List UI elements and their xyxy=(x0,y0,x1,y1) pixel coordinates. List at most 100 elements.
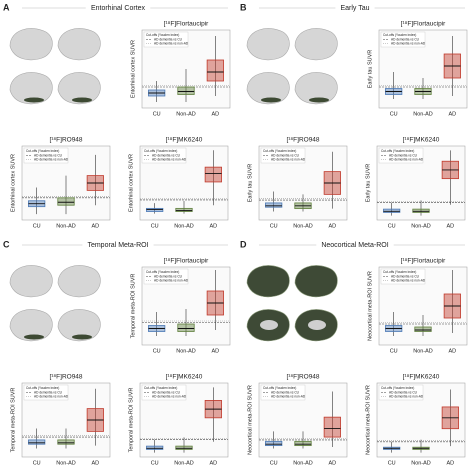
legend-label: AD dementia vs CU xyxy=(34,390,63,394)
x-tick-label: AD xyxy=(92,460,100,466)
legend-label: AD dementia vs CU xyxy=(271,390,300,394)
x-tick-label: CU xyxy=(388,223,396,229)
box xyxy=(383,208,401,213)
legend-box xyxy=(23,384,69,401)
x-tick-label: Non-AD xyxy=(413,111,433,117)
x-tick-label: CU xyxy=(390,348,398,354)
panel-title: Neocortical Meta-ROI xyxy=(321,242,388,249)
brain-region xyxy=(72,334,92,340)
box xyxy=(206,59,224,82)
box xyxy=(175,207,193,212)
brain-region xyxy=(24,97,44,103)
legend-title: Cut-offs (Youden index) xyxy=(26,386,59,390)
x-tick-label: Non-AD xyxy=(293,223,313,229)
legend-label: AD dementia vs non-AD xyxy=(152,157,187,161)
legend-label: AD dementia vs non-AD xyxy=(152,394,187,398)
brain-region xyxy=(72,97,92,103)
panel-title: Entorhinal Cortex xyxy=(91,5,146,12)
chart-title: [¹⁸F]RO948 xyxy=(286,137,319,144)
legend-label: AD dementia vs non-AD xyxy=(391,278,426,282)
legend-label: AD dementia vs CU xyxy=(271,153,300,157)
y-axis-label: Early tau SUVR xyxy=(367,50,373,89)
x-tick-label: AD xyxy=(449,111,457,117)
legend-label: AD dementia vs non-AD xyxy=(34,394,69,398)
y-axis-label: Neocortical meta-ROI SUVR xyxy=(365,385,371,455)
brain xyxy=(57,28,101,61)
legend-label: AD dementia vs CU xyxy=(389,390,418,394)
brain xyxy=(9,265,53,298)
x-tick-label: AD xyxy=(92,223,100,229)
brain xyxy=(57,265,101,298)
chart-title: [¹⁸F]RO948 xyxy=(49,374,82,381)
x-tick-label: CU xyxy=(153,111,161,117)
box xyxy=(265,202,283,208)
chart-title: [¹⁸F]MK6240 xyxy=(403,374,440,381)
x-tick-label: Non-AD xyxy=(56,460,76,466)
legend-title: Cut-offs (Youden index) xyxy=(144,386,177,390)
legend-label: AD dementia vs non-AD xyxy=(391,41,426,45)
legend-title: Cut-offs (Youden index) xyxy=(263,386,296,390)
panel-letter: C xyxy=(3,239,10,249)
legend-box xyxy=(141,147,187,164)
legend-title: Cut-offs (Youden index) xyxy=(144,149,177,153)
legend-title: Cut-offs (Youden index) xyxy=(383,270,416,274)
box xyxy=(57,197,75,206)
legend-label: AD dementia vs non-AD xyxy=(34,157,69,161)
y-axis-label: Early tau SUVR xyxy=(247,164,253,203)
legend-label: AD dementia vs non-AD xyxy=(389,157,424,161)
x-tick-label: Non-AD xyxy=(411,223,431,229)
y-axis-label: Temporal meta-ROI SUVR xyxy=(128,388,134,453)
x-tick-label: Non-AD xyxy=(293,460,313,466)
x-tick-label: CU xyxy=(270,460,278,466)
x-tick-label: AD xyxy=(210,460,218,466)
y-axis-label: Temporal meta-ROI SUVR xyxy=(10,388,16,453)
chart-title: [¹⁸F]MK6240 xyxy=(403,137,440,144)
legend-box xyxy=(141,384,187,401)
x-tick-label: CU xyxy=(153,348,161,354)
x-tick-label: Non-AD xyxy=(174,460,194,466)
x-tick-label: Non-AD xyxy=(56,223,76,229)
legend-label: AD dementia vs CU xyxy=(391,274,420,278)
box xyxy=(146,445,164,450)
box xyxy=(146,207,164,212)
brain-illustrations xyxy=(9,28,338,342)
x-tick-label: CU xyxy=(390,111,398,117)
x-tick-label: CU xyxy=(270,223,278,229)
x-tick-label: Non-AD xyxy=(176,111,196,117)
x-tick-label: Non-AD xyxy=(411,460,431,466)
box xyxy=(323,416,341,438)
legend-box xyxy=(143,31,189,48)
chart-title: [¹⁸F]MK6240 xyxy=(166,374,203,381)
legend-title: Cut-offs (Youden index) xyxy=(26,149,59,153)
y-axis-label: Temporal meta-ROI SUVR xyxy=(130,274,136,339)
legend-label: AD dementia vs CU xyxy=(154,274,183,278)
x-tick-label: AD xyxy=(329,223,337,229)
brain-region xyxy=(24,334,44,340)
legend-label: AD dementia vs CU xyxy=(391,37,420,41)
y-axis-label: Entorhinal cortex SUVR xyxy=(130,40,136,98)
x-tick-label: Non-AD xyxy=(174,223,194,229)
panel-title: Early Tau xyxy=(340,5,369,12)
chart-title: [¹⁸F]RO948 xyxy=(286,374,319,381)
brain xyxy=(246,265,290,298)
panel-letter: B xyxy=(240,2,247,12)
legend-box xyxy=(143,268,189,285)
box xyxy=(204,166,222,183)
legend-label: AD dementia vs non-AD xyxy=(154,278,189,282)
x-tick-label: AD xyxy=(210,223,218,229)
x-tick-label: CU xyxy=(388,460,396,466)
legend-label: AD dementia vs non-AD xyxy=(271,394,306,398)
x-tick-label: CU xyxy=(151,460,159,466)
legend-title: Cut-offs (Youden index) xyxy=(381,149,414,153)
x-tick-label: Non-AD xyxy=(413,348,433,354)
chart-title: [¹⁸F]Flortaucipir xyxy=(401,258,446,265)
legend-label: AD dementia vs CU xyxy=(154,37,183,41)
chart-title: [¹⁸F]Flortaucipir xyxy=(401,21,446,28)
brain xyxy=(294,28,338,61)
x-tick-label: AD xyxy=(447,223,455,229)
y-axis-label: Entorhinal cortex SUVR xyxy=(10,154,16,212)
legend-title: Cut-offs (Youden index) xyxy=(146,33,179,37)
x-tick-label: Non-AD xyxy=(176,348,196,354)
brain xyxy=(294,72,338,105)
